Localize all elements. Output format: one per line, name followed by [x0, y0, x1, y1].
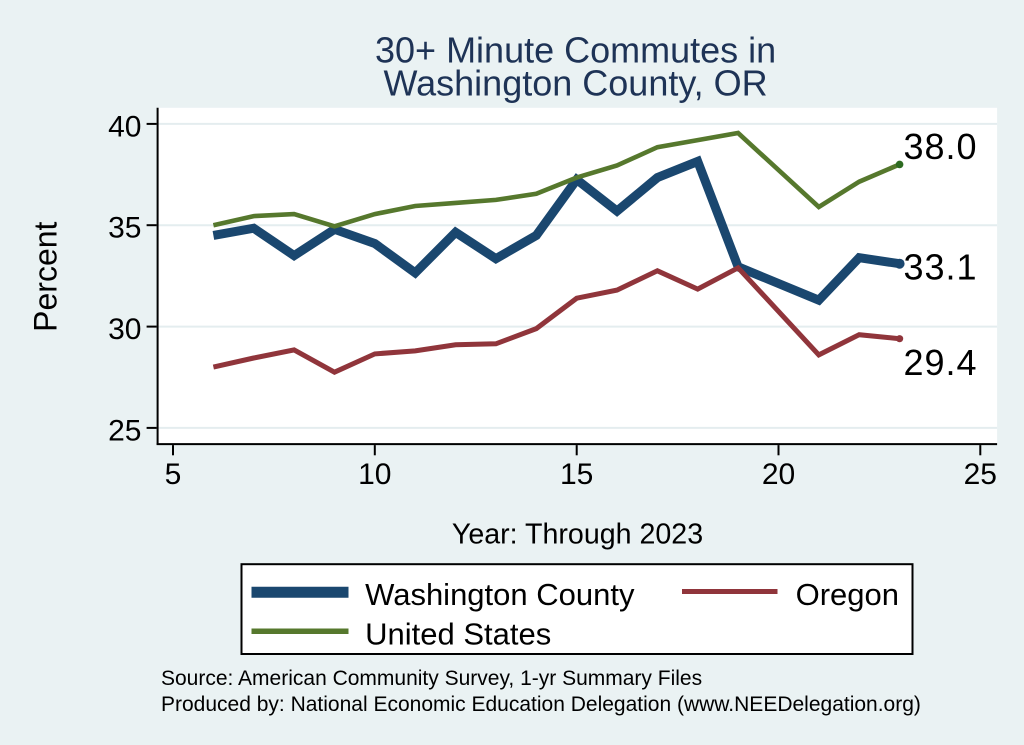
svg-text:Washington County: Washington County — [365, 577, 635, 612]
svg-text:29.4: 29.4 — [904, 342, 978, 383]
svg-text:Source: American Community Sur: Source: American Community Survey, 1-yr … — [161, 667, 702, 690]
svg-text:Produced by: National Economic: Produced by: National Economic Education… — [161, 693, 921, 716]
svg-text:38.0: 38.0 — [904, 126, 978, 167]
svg-text:20: 20 — [762, 458, 795, 491]
svg-text:Oregon: Oregon — [796, 577, 899, 612]
svg-text:Year: Through 2023: Year: Through 2023 — [452, 518, 703, 550]
svg-text:25: 25 — [964, 458, 997, 491]
svg-text:Percent: Percent — [28, 221, 64, 331]
svg-text:30+ Minute Commutes in: 30+ Minute Commutes in — [375, 30, 776, 71]
svg-text:15: 15 — [560, 458, 593, 491]
svg-text:5: 5 — [165, 458, 182, 491]
svg-text:30: 30 — [108, 313, 141, 346]
svg-text:25: 25 — [108, 414, 141, 447]
svg-text:Washington County, OR: Washington County, OR — [384, 63, 768, 104]
svg-text:40: 40 — [108, 110, 141, 143]
svg-text:35: 35 — [108, 212, 141, 245]
svg-text:United States: United States — [365, 616, 551, 651]
svg-text:10: 10 — [358, 458, 391, 491]
svg-text:33.1: 33.1 — [904, 247, 978, 288]
